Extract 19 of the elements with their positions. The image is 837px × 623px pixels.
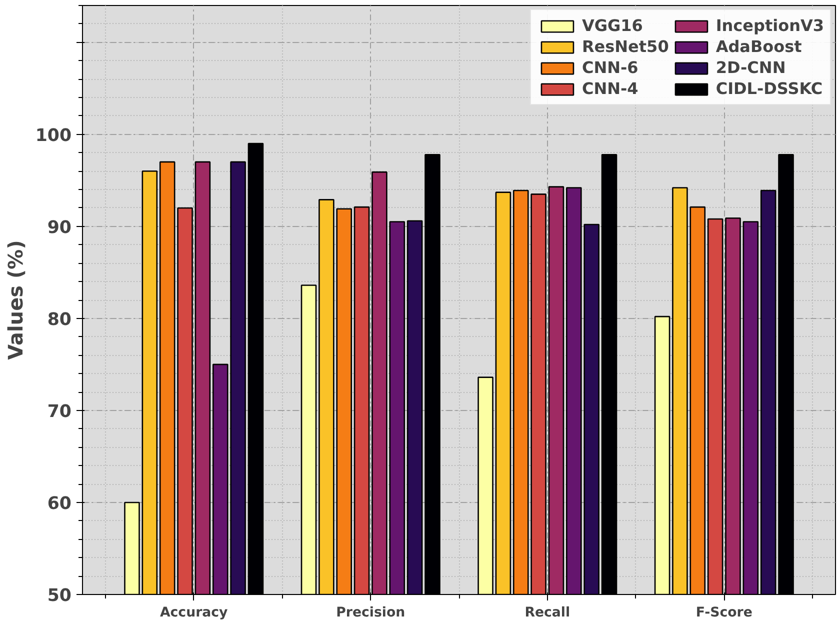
y-tick-label: 50 [47,586,72,606]
legend-label: 2D-CNN [716,58,786,77]
y-tick-label: 80 [47,310,72,330]
legend-label: InceptionV3 [716,16,824,35]
x-tick-label: Accuracy [160,606,228,620]
legend-label: CNN-4 [582,79,638,98]
y-tick-label: 100 [35,126,72,146]
y-tick-label: 70 [47,402,72,422]
legend-label: CNN-6 [582,58,638,77]
x-tick-label: Recall [524,606,570,620]
legend-label: ResNet50 [582,37,669,56]
y-tick-label: 60 [47,494,72,514]
legend-label: CIDL-DSSKC [716,79,823,98]
legend-label: AdaBoost [716,37,802,56]
legend-label: VGG16 [582,16,643,35]
x-tick-label: Precision [336,606,406,620]
y-tick-label: 90 [47,218,72,238]
x-tick-label: F-Score [696,606,752,620]
y-axis-title: Values (%) [3,240,28,360]
